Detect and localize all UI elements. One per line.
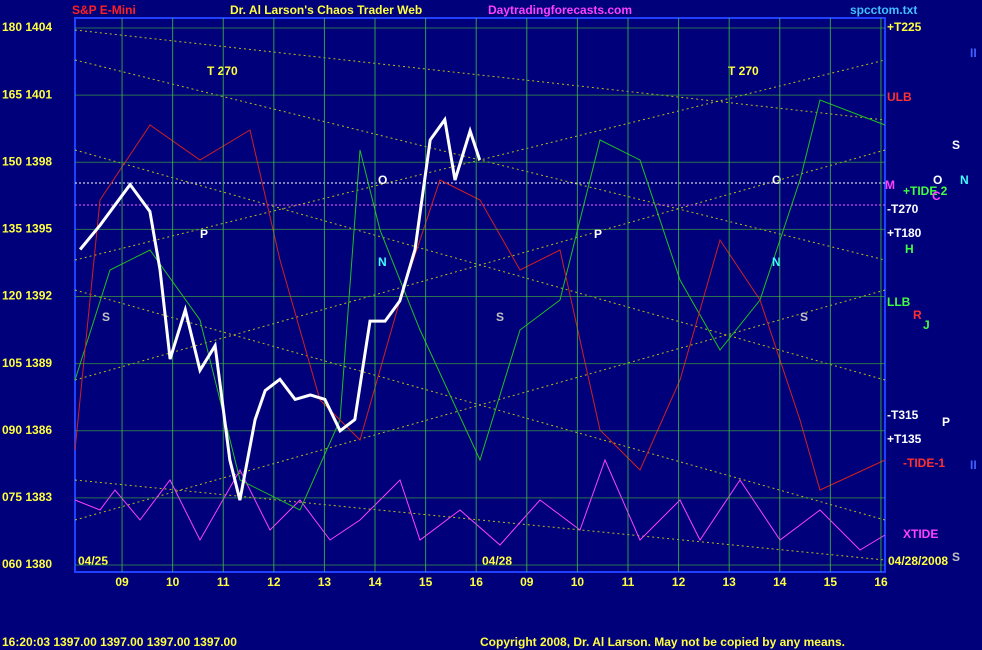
gann-line	[74, 59, 886, 261]
annotation: S	[952, 138, 960, 152]
annotation: +T180	[887, 226, 922, 240]
annotation: ULB	[887, 90, 912, 104]
x-tick-label: 15	[824, 575, 838, 589]
x-tick-label: 11	[217, 575, 230, 589]
annotation: C	[932, 189, 941, 203]
x-tick-label: 09	[520, 575, 534, 589]
annotation: 04/28	[482, 554, 512, 568]
annotation: S	[800, 310, 808, 324]
annotation: S	[952, 550, 960, 564]
annotation: -T270	[887, 202, 919, 216]
gann-line	[74, 289, 886, 521]
annotation: II	[970, 46, 977, 60]
annotation: T 270	[728, 64, 759, 78]
annotation: P	[200, 227, 208, 241]
gann-line	[74, 479, 886, 561]
x-tick-label: 14	[773, 575, 787, 589]
website: Daytradingforecasts.com	[488, 3, 632, 17]
x-tick-label: 10	[571, 575, 585, 589]
annotation: P	[594, 227, 602, 241]
plot-frame	[74, 17, 886, 573]
gann-line	[74, 29, 886, 121]
tide-line	[74, 99, 886, 511]
annotation: M	[885, 178, 895, 192]
annotation: J	[923, 318, 930, 332]
annotation: 04/25	[78, 554, 108, 568]
wave-lines	[74, 29, 886, 561]
tide-line	[74, 124, 886, 491]
y-tick-label: 180 1404	[2, 20, 52, 34]
annotation: +TIDE 2	[903, 184, 948, 198]
chart-title: Dr. Al Larson's Chaos Trader Web	[230, 3, 422, 17]
annotation: -T315	[887, 408, 919, 422]
annotation: R	[913, 308, 922, 322]
annotation: H	[905, 242, 914, 256]
gann-line	[74, 59, 886, 261]
y-tick-label: 165 1401	[2, 87, 52, 101]
x-tick-label: 09	[115, 575, 129, 589]
annotation: LLB	[887, 295, 911, 309]
annotation: XTIDE	[903, 527, 938, 541]
annotation: N	[772, 255, 781, 269]
annotations: T 270 T 270 04/25 04/28 04/28/2008 +T225…	[78, 20, 977, 568]
instrument: S&P E-Mini	[72, 3, 136, 17]
annotation: N	[960, 173, 969, 187]
annotation: O	[933, 173, 942, 187]
x-tick-label: 12	[267, 575, 281, 589]
gann-line	[74, 149, 886, 381]
x-tick-label: 11	[622, 575, 635, 589]
annotation: S	[496, 310, 504, 324]
annotation: +T225	[887, 20, 922, 34]
y-tick-label: 090 1386	[2, 423, 52, 437]
x-tick-label: 16	[470, 575, 484, 589]
annotation: P	[942, 415, 950, 429]
quote: 16:20:03 1397.00 1397.00 1397.00 1397.00	[2, 635, 237, 649]
xtide-line	[74, 458, 886, 551]
x-tick-label: 10	[166, 575, 180, 589]
y-tick-label: 135 1395	[2, 222, 52, 236]
copyright: Copyright 2008, Dr. Al Larson. May not b…	[480, 635, 845, 649]
annotation: II	[970, 458, 977, 472]
x-tick-label: 15	[419, 575, 433, 589]
annotation: N	[378, 255, 387, 269]
y-tick-label: 060 1380	[2, 557, 52, 571]
y-tick-label: 105 1389	[2, 356, 52, 370]
x-tick-label: 12	[672, 575, 686, 589]
x-tick-label: 13	[318, 575, 332, 589]
annotation: O	[378, 173, 387, 187]
y-tick-label: 150 1398	[2, 154, 52, 168]
x-tick-label: 14	[368, 575, 382, 589]
annotation: S	[102, 310, 110, 324]
annotation: 04/28/2008	[888, 554, 948, 568]
annotation: T 270	[207, 64, 238, 78]
file-name: spcctom.txt	[850, 3, 917, 17]
y-tick-label: 075 1383	[2, 490, 52, 504]
y-tick-label: 120 1392	[2, 289, 52, 303]
annotation: O	[772, 173, 781, 187]
annotation: -TIDE-1	[903, 456, 945, 470]
annotation: +T135	[887, 432, 922, 446]
x-tick-label: 16	[874, 575, 888, 589]
price-line	[78, 115, 482, 501]
x-tick-label: 13	[722, 575, 736, 589]
